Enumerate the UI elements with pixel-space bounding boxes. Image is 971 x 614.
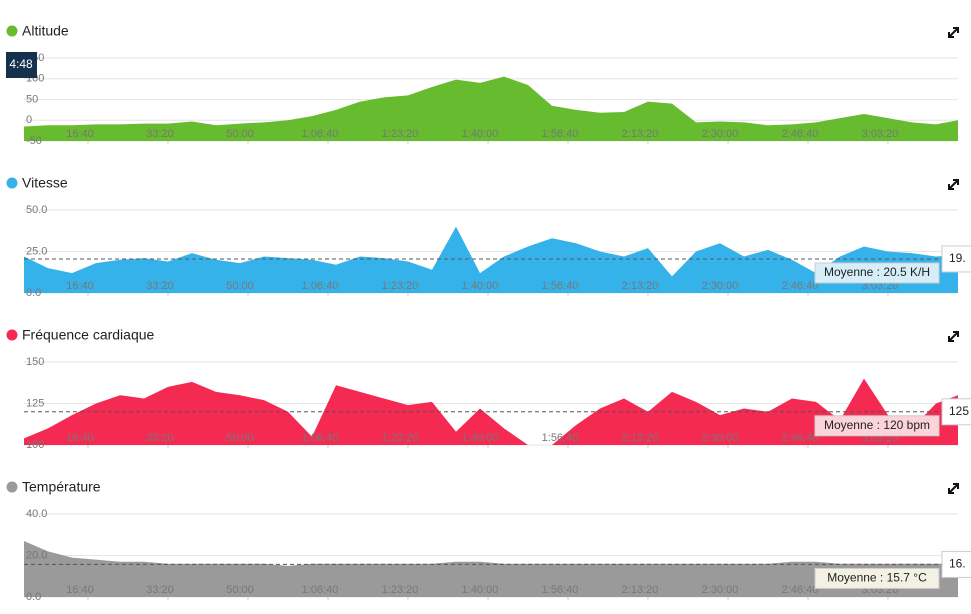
x-tick-label: 1:06:40 [302,128,339,140]
area [24,226,958,293]
cursor-box [6,52,37,78]
legend-marker [6,25,18,37]
x-tick-label: 2:46:40 [782,280,819,292]
chart-title: Température [22,479,101,495]
x-tick-label: 2:30:00 [702,280,739,292]
average-box [814,567,940,589]
y-tick-label: 40.0 [26,508,47,520]
y-tick-label: 25.0 [26,245,47,257]
x-tick-label: 2:30:00 [702,128,739,140]
x-tick-label: 1:23:20 [382,584,419,596]
x-tick-label: 1:06:40 [302,280,339,292]
expand-icons[interactable] [948,27,959,494]
x-tick-label: 16:40 [66,584,94,596]
x-tick-label: 1:23:20 [382,432,419,444]
x-tick-label: 1:56:40 [542,280,579,292]
cursor-label: 16. [949,557,966,571]
x-tick-label: 50:00 [226,584,254,596]
expand-icon[interactable] [948,179,959,190]
chart-title: Altitude [22,23,69,39]
cursor-label: 19. [949,251,966,265]
x-tick-label: 2:46:40 [782,432,819,444]
x-tick-label: 50:00 [226,280,254,292]
x-tick-label: 3:03:20 [862,128,899,140]
legend-marker [6,177,18,189]
x-tick-label: 1:56:40 [542,128,579,140]
x-tick-label: 33:20 [146,280,174,292]
x-tick-label: 2:46:40 [782,128,819,140]
x-tick-label: 1:06:40 [302,432,339,444]
average-label: Moyenne : 20.5 K/H [824,265,930,279]
y-tick-label: 150 [26,356,44,368]
y-tick-label: 20.0 [26,549,47,561]
x-tick-label: 33:20 [146,128,174,140]
x-tick-label: 2:13:20 [622,432,659,444]
y-tick-label: 0.0 [26,287,41,299]
legend-marker [6,329,18,341]
cursor-box [941,550,971,578]
x-tick-label: 16:40 [66,280,94,292]
y-tick-label: -50 [26,135,42,147]
x-tick-label: 1:40:00 [462,584,499,596]
x-tick-label: 1:06:40 [302,584,339,596]
y-tick-label: 100 [26,439,44,451]
x-tick-label: 2:30:00 [702,584,739,596]
x-tick-label: 1:40:00 [462,128,499,140]
average-label: Moyenne : 120 bpm [824,418,930,432]
area [24,378,958,445]
average-label: Moyenne : 15.7 °C [827,571,927,585]
y-tick-label: 0.0 [26,591,41,603]
cursor-box [941,245,971,273]
x-tick-label: 50:00 [226,432,254,444]
x-tick-label: 1:56:40 [542,432,579,444]
x-tick-label: 2:30:00 [702,432,739,444]
expand-icon[interactable] [948,27,959,38]
x-tick-label: 2:13:20 [622,584,659,596]
y-tick-label: 50.0 [26,204,47,216]
average-box [814,415,940,437]
x-tick-label: 33:20 [146,584,174,596]
x-tick-label: 1:40:00 [462,432,499,444]
x-tick-label: 50:00 [226,128,254,140]
cursor-label: 125 [949,404,969,418]
x-tick-label: 1:23:20 [382,280,419,292]
x-tick-label: 2:13:20 [622,128,659,140]
area [24,76,958,141]
cursor-label: 4:48 [9,57,33,71]
x-tick-label: 2:46:40 [782,584,819,596]
y-tick-label: 50 [26,93,38,105]
expand-icon[interactable] [948,483,959,494]
y-tick-label: 125 [26,397,44,409]
x-tick-label: 2:13:20 [622,280,659,292]
area [24,540,958,597]
expand-icon[interactable] [948,331,959,342]
x-tick-label: 1:40:00 [462,280,499,292]
x-tick-label: 1:56:40 [542,584,579,596]
legend-marker [6,481,18,493]
x-tick-label: 16:40 [66,128,94,140]
chart-title: Vitesse [22,175,68,191]
x-tick-label: 1:23:20 [382,128,419,140]
cursor-box [941,398,971,426]
x-tick-label: 33:20 [146,432,174,444]
y-tick-label: 0 [26,114,32,126]
chart-title: Fréquence cardiaque [22,327,155,343]
x-tick-label: 16:40 [66,432,94,444]
average-box [814,262,940,284]
